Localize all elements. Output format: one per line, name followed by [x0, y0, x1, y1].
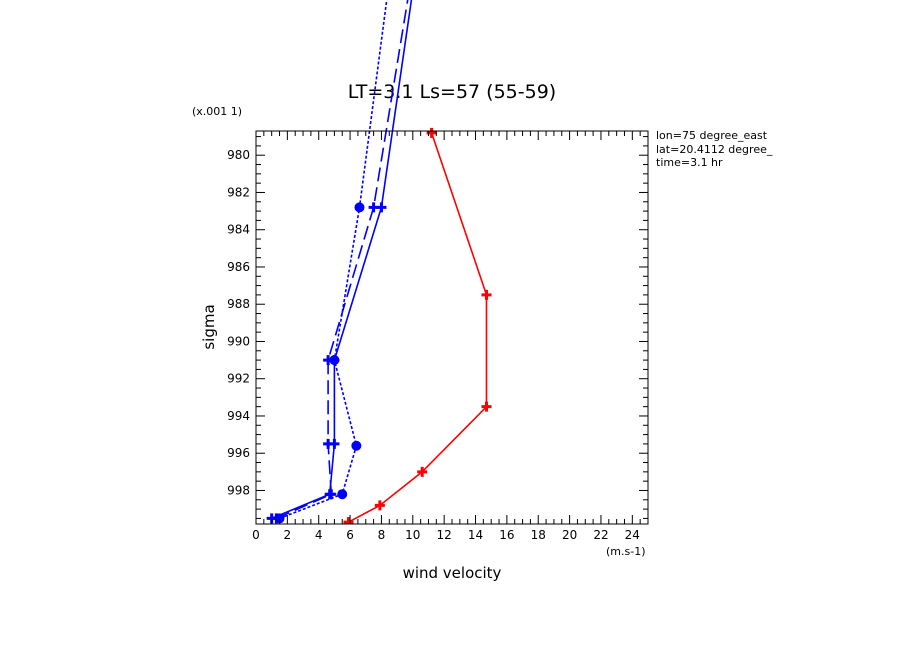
x-tick-label: 6: [346, 528, 354, 542]
axes-layer: 0 2 4 6 8 10 12 14 16 18 20 22 249809829849869889909…: [227, 130, 649, 542]
x-tick-label: 4: [315, 528, 323, 542]
y-tick-label: 990: [227, 334, 250, 348]
x-tick-label: 14: [468, 528, 483, 542]
annotation-time: time=3.1 hr: [656, 156, 723, 169]
y-tick-label: 994: [227, 409, 250, 423]
series-point-0: [374, 500, 385, 511]
series-point-3: [337, 489, 348, 500]
series-layer: [266, 0, 492, 524]
y-tick-label: 998: [227, 483, 250, 497]
series-point-3: [351, 440, 362, 451]
annotation-lon: lon=75 degree_east: [656, 129, 768, 142]
plot-frame: [255, 130, 649, 525]
x-tick-label: 12: [437, 528, 452, 542]
y-units-label: (x.001 1): [192, 105, 242, 118]
x-tick-label: 2: [284, 528, 292, 542]
x-tick-label: 0: [252, 528, 260, 542]
y-tick-label: 992: [227, 372, 250, 386]
series-point-3: [354, 202, 365, 213]
y-tick-label: 982: [227, 185, 250, 199]
series-point-0: [417, 466, 428, 477]
y-tick-label: 984: [227, 223, 250, 237]
y-tick-label: 986: [227, 260, 250, 274]
annotation-lat: lat=20.4112 degree_: [656, 143, 773, 156]
y-tick-label: 980: [227, 148, 250, 162]
series-point-3: [329, 355, 340, 366]
chart-title: LT=3.1 Ls=57 (55-59): [348, 81, 556, 103]
series-line-3: [279, 0, 388, 520]
y-axis-label: sigma: [200, 304, 218, 349]
x-tick-label: 24: [625, 528, 640, 542]
y-tick-label: 988: [227, 297, 250, 311]
x-units-label: (m.s-1): [606, 545, 646, 558]
x-tick-label: 10: [405, 528, 420, 542]
series-point-0: [343, 517, 354, 524]
series-point-2: [326, 489, 337, 500]
series-point-2: [368, 202, 379, 213]
x-axis-label: wind velocity: [403, 564, 502, 582]
series-point-2: [323, 438, 334, 449]
x-tick-label: 22: [593, 528, 608, 542]
series-point-0: [481, 289, 492, 300]
series-point-0: [481, 401, 492, 412]
x-tick-label: 16: [499, 528, 514, 542]
series-line-1: [271, 0, 413, 520]
x-tick-label: 8: [378, 528, 386, 542]
x-tick-label: 20: [562, 528, 577, 542]
y-tick-label: 996: [227, 446, 250, 460]
x-tick-label: 18: [531, 528, 546, 542]
series-line-0: [348, 132, 488, 523]
series-line-2: [276, 0, 409, 520]
